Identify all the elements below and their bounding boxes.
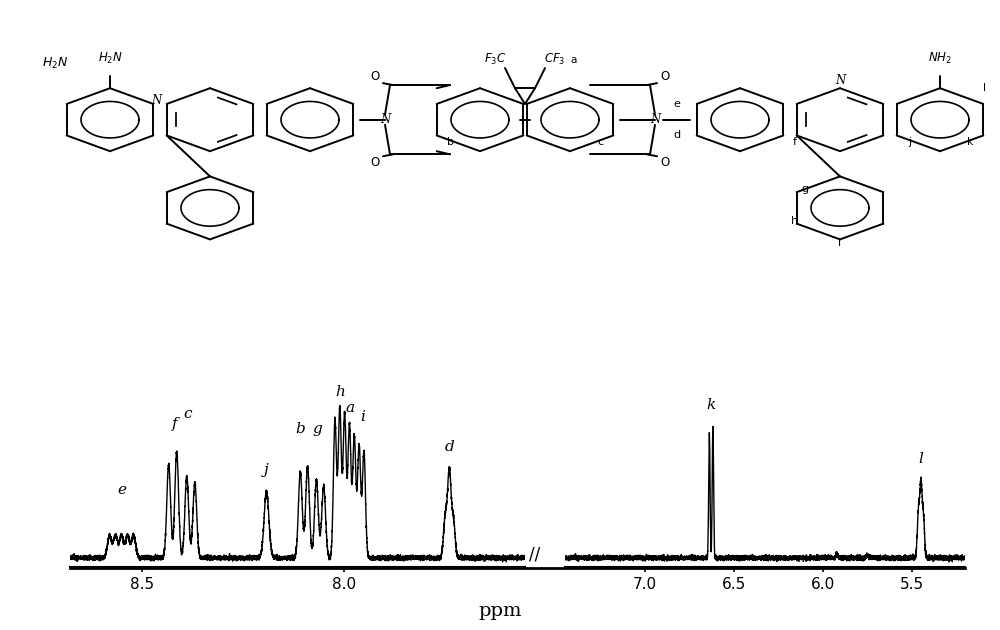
Text: c: c (183, 407, 192, 421)
Text: b: b (295, 422, 305, 436)
Text: d: d (673, 130, 681, 140)
Text: f: f (172, 417, 178, 432)
Text: b: b (446, 137, 454, 147)
Text: h: h (791, 215, 799, 226)
Text: c: c (597, 137, 603, 147)
Text: a: a (570, 55, 576, 65)
Text: k: k (967, 137, 973, 147)
Text: e: e (674, 99, 680, 109)
Text: N: N (650, 113, 660, 126)
Text: k: k (707, 398, 716, 411)
Text: d: d (444, 440, 454, 454)
Text: g: g (801, 184, 809, 194)
Text: N: N (835, 74, 845, 87)
Text: h: h (335, 386, 345, 399)
Text: $H_2N$: $H_2N$ (98, 51, 122, 66)
Text: N: N (380, 113, 390, 126)
Text: $NH_2$: $NH_2$ (928, 51, 952, 66)
Text: $CF_3$: $CF_3$ (544, 52, 566, 67)
Text: O: O (660, 71, 670, 83)
Text: $F_3C$: $F_3C$ (484, 52, 506, 67)
Text: O: O (370, 71, 380, 83)
Text: e: e (117, 483, 126, 497)
Text: l: l (918, 452, 923, 466)
Text: i: i (838, 238, 842, 248)
Text: O: O (660, 156, 670, 169)
Text: l: l (983, 83, 987, 93)
Text: j: j (908, 137, 912, 147)
Text: g: g (313, 422, 323, 436)
Text: a: a (346, 401, 355, 415)
Text: j: j (264, 463, 269, 477)
Text: //: // (529, 546, 541, 564)
Text: O: O (370, 156, 380, 169)
Text: N: N (151, 94, 161, 106)
Text: ppm: ppm (478, 602, 522, 620)
Text: f: f (793, 137, 797, 147)
Text: i: i (360, 410, 365, 424)
Text: $H_2N$: $H_2N$ (42, 55, 68, 71)
